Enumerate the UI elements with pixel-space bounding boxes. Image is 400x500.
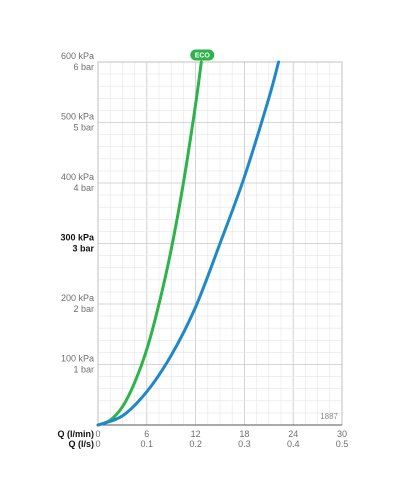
grid [97, 61, 343, 426]
y-tick-label-bar: 3 bar [72, 244, 94, 254]
y-tick-label-kpa: 100 kPa [61, 354, 94, 364]
x-tick-label: 0.2 [189, 439, 202, 449]
series-badges: ECO [190, 49, 215, 61]
x-tick-label: 24 [288, 429, 298, 439]
x-axis-ticks: Q (l/min) 0 6 12 18 24 30 Q (l/s) 0 0.1 0.2 0.3 0.4 0… [58, 429, 349, 449]
y-tick-label-bar: 2 bar [73, 304, 94, 314]
y-tick-label-kpa: 200 kPa [61, 293, 94, 303]
x-tick-label: 0 [95, 429, 100, 439]
x-tick-label: 0.4 [287, 439, 300, 449]
eco-badge-label: ECO [195, 53, 211, 60]
x-tick-label: 0.1 [141, 439, 154, 449]
x-tick-label: 18 [239, 429, 249, 439]
series-line [96, 60, 203, 427]
y-tick-label-bar: 5 bar [73, 123, 94, 133]
y-tick-label-kpa: 600 kPa [61, 51, 94, 61]
eco-badge [190, 49, 215, 61]
x-tick-label: 12 [191, 429, 201, 439]
chart-code-label: 1887 [320, 412, 338, 421]
y-tick-label-kpa: 300 kPa [60, 233, 95, 243]
x-axis-name: Q (l/min) [58, 429, 95, 439]
x-tick-label: 0 [95, 439, 100, 449]
series-lines [96, 60, 281, 427]
series-line [96, 60, 281, 427]
y-tick-label-bar: 1 bar [73, 365, 94, 375]
x-tick-label: 6 [144, 429, 149, 439]
x-axis-name: Q (l/s) [68, 439, 94, 449]
x-tick-label: 0.5 [336, 439, 349, 449]
y-tick-label-bar: 6 bar [73, 62, 94, 72]
x-tick-label: 30 [337, 429, 347, 439]
y-tick-label-kpa: 400 kPa [61, 172, 94, 182]
y-tick-label-kpa: 500 kPa [61, 112, 94, 122]
x-tick-label: 0.3 [238, 439, 251, 449]
y-tick-label-bar: 4 bar [73, 183, 94, 193]
